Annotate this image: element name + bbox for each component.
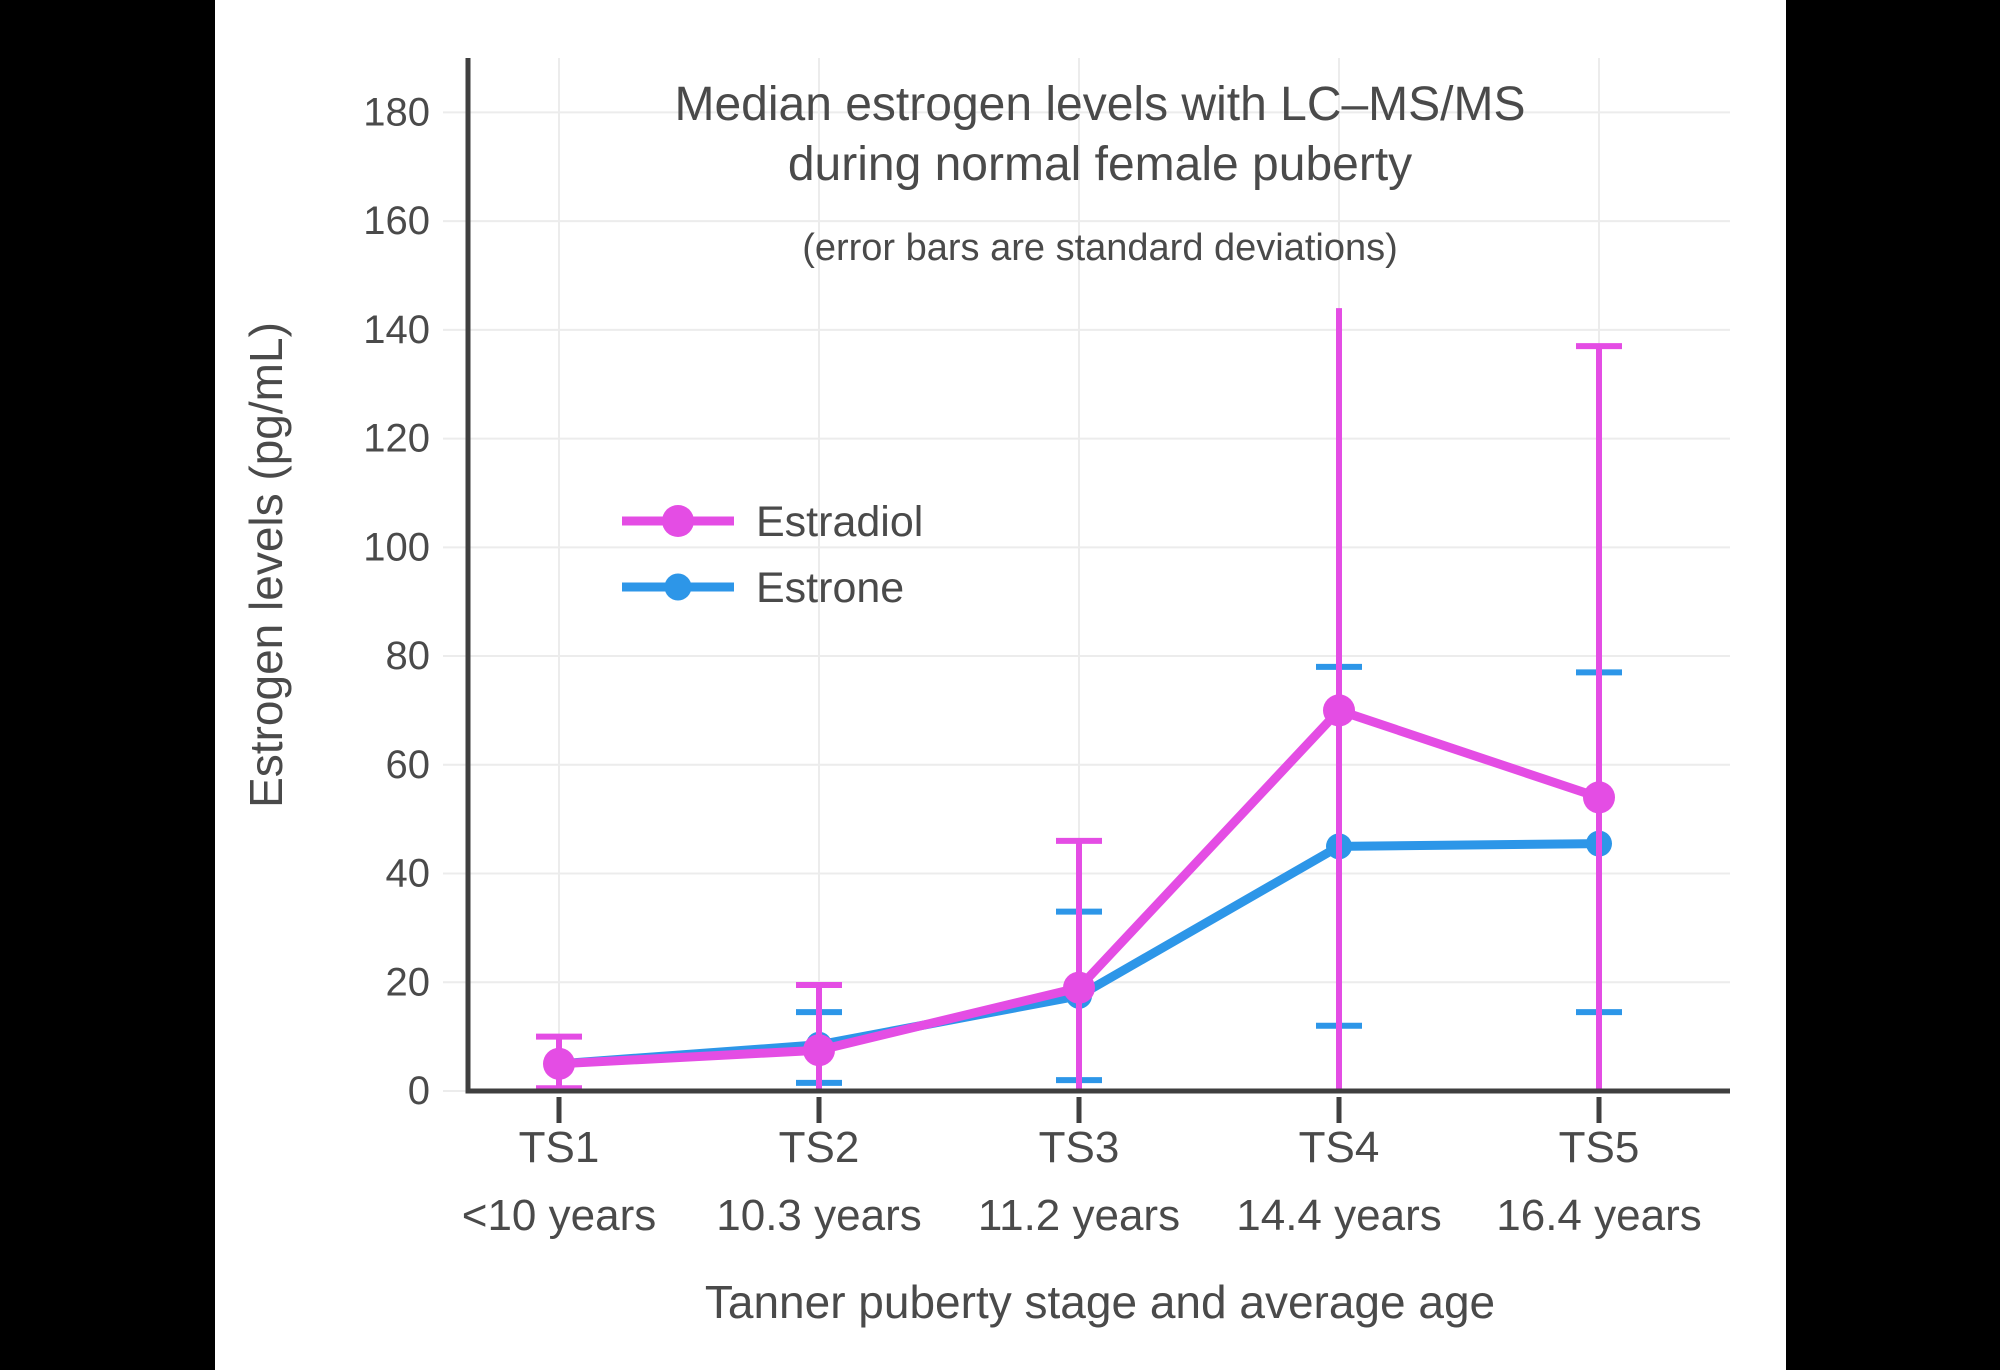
chart-title-line2: during normal female puberty [788,138,1412,191]
y-tick-label: 40 [386,852,431,896]
x-tick-label-stage: TS4 [1299,1123,1380,1172]
x-tick-label-age: 11.2 years [978,1191,1180,1240]
x-tick-label-stage: TS2 [779,1123,860,1172]
legend-estrone-label: Estrone [756,564,904,612]
x-tick-label-age: 10.3 years [716,1191,921,1240]
axes-layer [465,58,1730,1123]
chart-title-line1: Median estrogen levels with LC–MS/MS [674,78,1525,131]
data-point-estradiol-ts3 [1063,971,1095,1004]
y-tick-label: 180 [363,90,430,134]
x-tick-label-stage: TS5 [1559,1123,1640,1172]
x-tick-label-stage: TS1 [519,1123,600,1172]
legend: Estradiol Estrone [622,498,923,612]
legend-estradiol-marker-swatch [662,505,694,537]
tick-labels-layer: 0 20 40 60 80 100 120 140 160 180 TS1 <10 years TS2 1… [363,90,1701,1240]
data-point-estradiol-ts2 [803,1034,835,1067]
x-tick-label-age: 14.4 years [1236,1191,1441,1240]
y-tick-label: 140 [363,308,430,352]
chart-subtitle: (error bars are standard deviations) [802,227,1398,269]
data-point-estradiol-ts5 [1583,781,1615,814]
legend-estrone-marker-swatch [664,573,692,601]
y-tick-label: 60 [386,743,431,787]
chart-canvas [215,0,1786,1370]
series-layer [536,308,1622,1092]
x-tick-label-age: <10 years [462,1191,656,1240]
y-tick-label: 20 [386,960,431,1004]
y-tick-label: 0 [408,1069,430,1113]
x-axis-title: Tanner puberty stage and average age [705,1276,1495,1328]
y-tick-label: 100 [363,525,430,569]
y-tick-label: 120 [363,417,430,461]
x-tick-label-stage: TS3 [1039,1123,1120,1172]
series-estradiol [536,308,1622,1092]
y-axis-title: Estrogen levels (pg/mL) [240,322,292,808]
legend-estradiol-label: Estradiol [756,498,923,546]
data-point-estradiol-ts1 [543,1047,575,1080]
y-tick-label: 160 [363,199,430,243]
y-tick-label: 80 [386,634,431,678]
data-point-estradiol-ts4 [1323,694,1355,727]
x-tick-label-age: 16.4 years [1496,1191,1701,1240]
